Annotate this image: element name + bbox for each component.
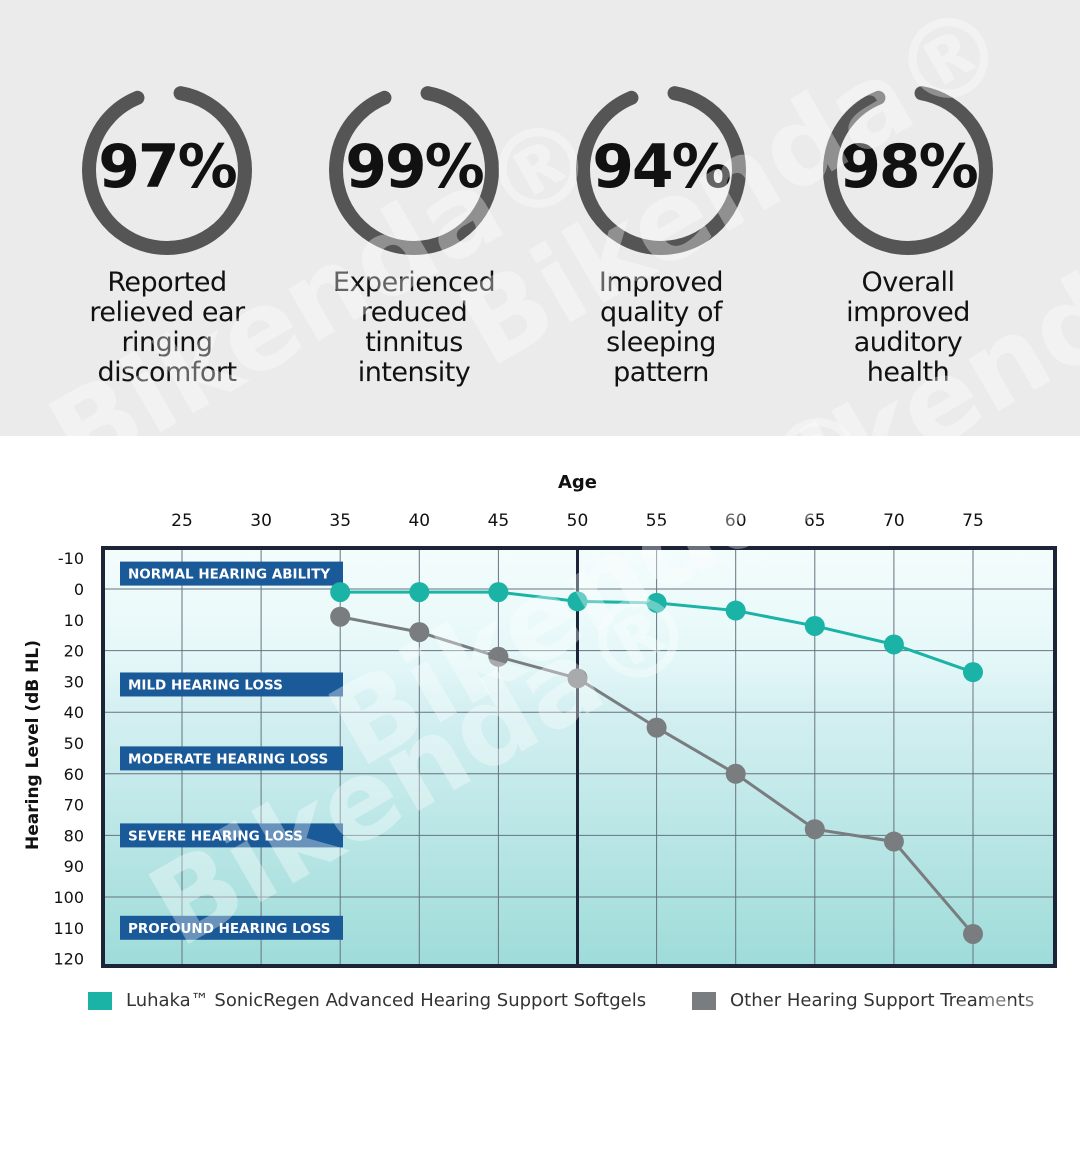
progress-ring-icon	[823, 85, 993, 255]
legend-swatch-gray	[692, 991, 716, 1010]
progress-ring-icon	[576, 85, 746, 255]
stat-description: Improved quality of sleeping pattern	[598, 267, 724, 388]
y-tick-label: 0	[74, 580, 84, 599]
x-tick-label: 50	[567, 511, 589, 531]
legend-label: Luhaka™ SonicRegen Advanced Hearing Supp…	[126, 990, 647, 1011]
y-tick-label: 40	[64, 703, 84, 722]
y-tick-label: 60	[64, 765, 84, 784]
data-point-1	[567, 668, 588, 689]
stat-value: 99%	[345, 132, 485, 202]
data-point-1	[804, 819, 825, 840]
plot-frame	[101, 546, 1057, 968]
progress-ring-icon	[82, 85, 252, 255]
y-tick-label: -10	[58, 549, 84, 568]
data-point-0	[330, 582, 351, 603]
y-tick-label: 50	[64, 734, 84, 753]
zone-label: MILD HEARING LOSS	[128, 677, 283, 693]
data-point-1	[963, 923, 983, 944]
zone-label-box	[120, 823, 343, 848]
stat-value: 98%	[839, 132, 979, 202]
y-tick-label: 100	[53, 888, 84, 907]
zone-label-box	[120, 746, 343, 771]
x-tick-label: 75	[962, 511, 984, 531]
data-point-0	[646, 592, 667, 613]
stat-description: Reported relieved ear ringing discomfort	[89, 267, 245, 388]
y-tick-label: 90	[64, 857, 84, 876]
data-point-0	[804, 615, 825, 636]
hearing-chart: 25 30 35 40 45 50 55 60 65 70 75 -10 0 10 20 30 40 50 60 70…	[23, 472, 1057, 969]
legend-item-other: Other Hearing Support Treaments	[692, 990, 1034, 1011]
zone-label-box	[120, 915, 343, 940]
stat-2: 94% Improved quality of sleeping pattern	[541, 80, 781, 388]
y-tick-label: 20	[64, 642, 84, 661]
y-tick-label: 30	[64, 672, 84, 691]
y-tick-label: 110	[53, 919, 84, 938]
zone-label: MODERATE HEARING LOSS	[128, 751, 328, 767]
x-axis-title: Age	[558, 472, 597, 493]
x-tick-label: 70	[883, 511, 905, 531]
x-tick-label: 35	[329, 511, 351, 531]
data-point-1	[330, 606, 351, 627]
y-tick-label: 10	[64, 611, 84, 630]
legend-swatch-teal	[88, 991, 112, 1010]
stats-section	[0, 0, 1080, 436]
zone-label: NORMAL HEARING ABILITY	[128, 567, 330, 583]
x-tick-label: 25	[171, 511, 193, 531]
data-point-1	[883, 831, 904, 852]
legend-item-luhaka: Luhaka™ SonicRegen Advanced Hearing Supp…	[88, 990, 646, 1011]
zone-label-box	[120, 672, 343, 697]
stat-value: 94%	[592, 132, 732, 202]
x-tick-label: 45	[488, 511, 510, 531]
x-tick-label: 65	[804, 511, 826, 531]
zone-label: PROFOUND HEARING LOSS	[128, 921, 331, 937]
data-point-0	[409, 582, 430, 603]
data-point-0	[488, 582, 509, 603]
y-tick-label: 70	[64, 796, 84, 815]
data-point-1	[646, 717, 667, 738]
x-tick-label: 60	[725, 511, 747, 531]
stat-0: 97% Reported relieved ear ringing discom…	[47, 80, 287, 388]
data-point-0	[883, 634, 904, 655]
data-point-0	[725, 600, 746, 621]
y-tick-label: 120	[53, 950, 84, 969]
zone-label-box	[120, 561, 343, 586]
data-point-1	[725, 763, 746, 784]
x-tick-label: 30	[250, 511, 272, 531]
data-point-0	[567, 591, 588, 612]
stat-value: 97%	[98, 132, 238, 202]
progress-ring-icon	[329, 85, 499, 255]
data-point-1	[488, 646, 509, 667]
legend-label: Other Hearing Support Treaments	[730, 990, 1035, 1011]
stat-3: 98% Overall improved auditory health	[788, 80, 1028, 388]
x-tick-label: 55	[646, 511, 668, 531]
y-axis-title: Hearing Level (dB HL)	[23, 640, 43, 850]
stat-description: Experienced reduced tinnitus intensity	[332, 267, 496, 388]
y-tick-label: 80	[64, 826, 84, 845]
stat-1: 99% Experienced reduced tinnitus intensi…	[294, 80, 534, 388]
data-point-0	[963, 662, 983, 683]
x-tick-label: 40	[408, 511, 430, 531]
stat-description: Overall improved auditory health	[846, 267, 970, 388]
data-point-1	[409, 622, 430, 643]
zone-label: SEVERE HEARING LOSS	[128, 828, 303, 844]
